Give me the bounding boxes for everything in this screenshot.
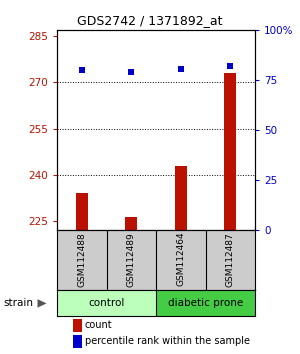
Text: GSM112464: GSM112464: [176, 232, 185, 286]
Bar: [206, 230, 255, 290]
Bar: [73, 319, 82, 332]
Bar: [175, 166, 187, 354]
Bar: [76, 193, 88, 354]
Text: strain: strain: [3, 298, 33, 308]
Text: GSM112488: GSM112488: [77, 232, 86, 286]
Bar: [73, 335, 82, 348]
Text: diabetic prone: diabetic prone: [168, 298, 243, 308]
Point: [178, 66, 183, 72]
Bar: [106, 230, 156, 290]
Text: percentile rank within the sample: percentile rank within the sample: [85, 336, 250, 346]
Bar: [224, 73, 236, 354]
Text: control: control: [88, 298, 125, 308]
Text: count: count: [85, 320, 112, 330]
Bar: [57, 230, 106, 290]
Text: GSM112489: GSM112489: [127, 232, 136, 286]
Point: [79, 67, 84, 73]
Bar: [57, 290, 156, 316]
Point: [228, 63, 233, 69]
Point: [129, 69, 134, 75]
Bar: [156, 230, 206, 290]
Bar: [125, 217, 137, 354]
Bar: [156, 290, 255, 316]
Text: GSM112487: GSM112487: [226, 232, 235, 286]
Text: GDS2742 / 1371892_at: GDS2742 / 1371892_at: [77, 14, 223, 27]
